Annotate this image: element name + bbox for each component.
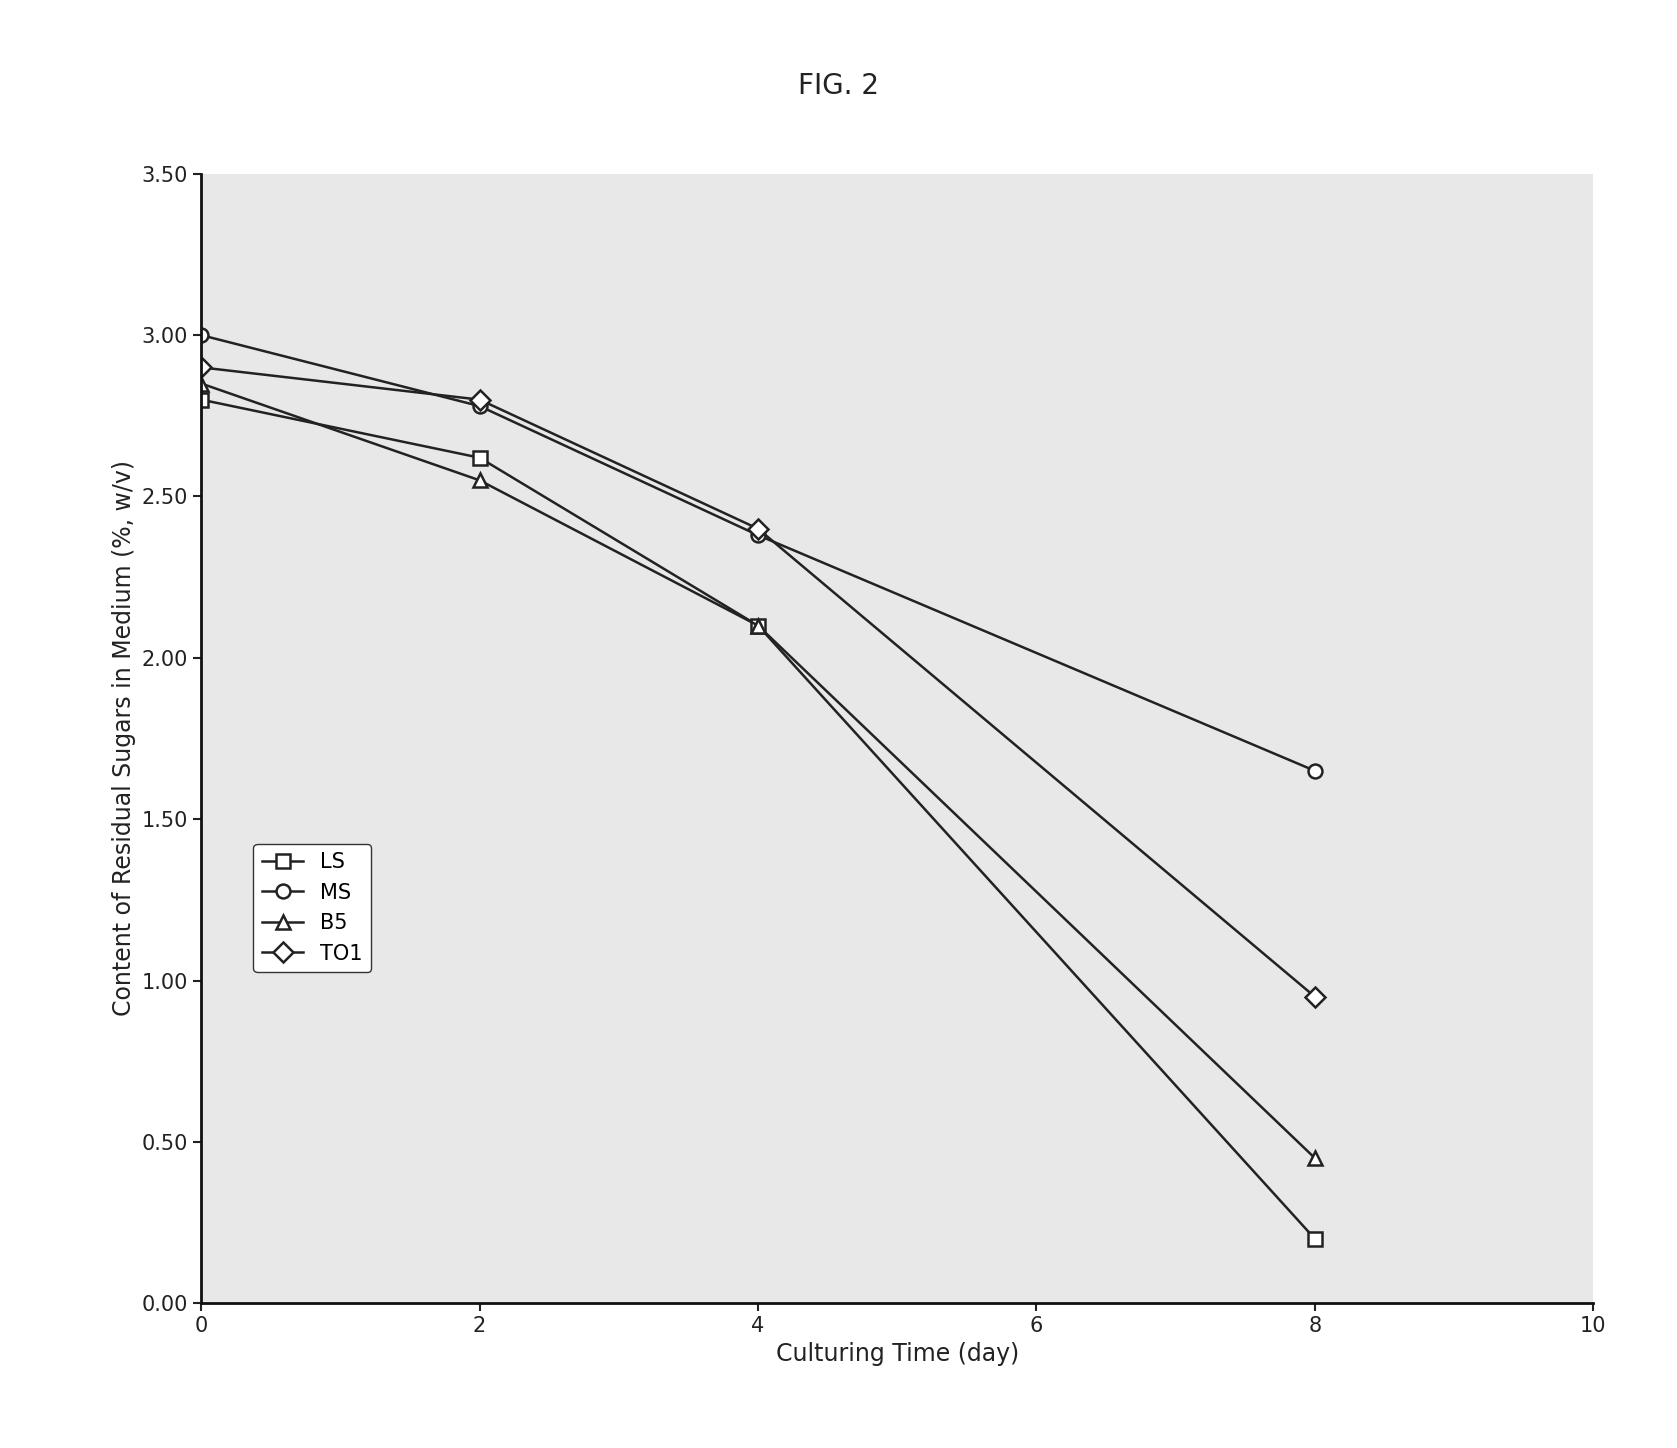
TO1 [470,391,490,408]
MS [191,326,211,343]
MS [748,527,768,544]
Line: LS: LS [195,392,1321,1245]
Line: B5: B5 [195,376,1321,1166]
Y-axis label: Content of Residual Sugars in Medium (%, w/v): Content of Residual Sugars in Medium (%,… [112,460,136,1016]
LS [191,391,211,408]
Line: TO1: TO1 [195,361,1321,1003]
TO1 [1305,988,1325,1005]
MS [1305,762,1325,779]
LS [1305,1229,1325,1247]
MS [470,397,490,414]
B5 [748,617,768,634]
Text: FIG. 2: FIG. 2 [798,72,879,100]
TO1 [191,359,211,376]
Line: MS: MS [195,329,1321,778]
B5 [1305,1150,1325,1167]
Legend: LS, MS, B5, TO1: LS, MS, B5, TO1 [253,844,371,972]
B5 [470,472,490,489]
B5 [191,375,211,392]
LS [748,617,768,634]
LS [470,449,490,466]
TO1 [748,520,768,537]
X-axis label: Culturing Time (day): Culturing Time (day) [775,1342,1020,1365]
